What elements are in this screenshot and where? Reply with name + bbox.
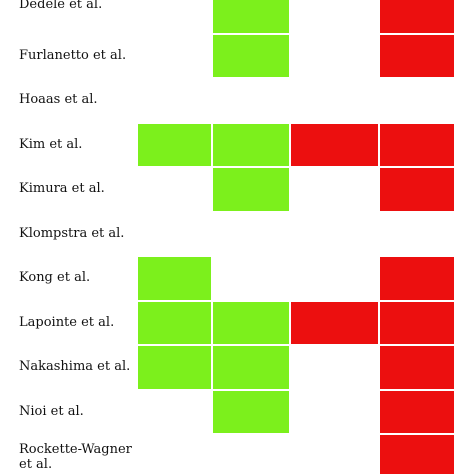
cell-red — [379, 0, 455, 34]
row-label: Furlanetto et al. — [19, 47, 127, 63]
cell-green — [212, 167, 290, 212]
cell-red — [379, 389, 455, 434]
row-label: Klompstra et al. — [19, 225, 125, 241]
cell-green — [212, 0, 290, 34]
cell-green — [137, 256, 212, 301]
row-label: Nakashima et al. — [19, 359, 131, 374]
cell-green — [212, 122, 290, 167]
row-label: Kong et al. — [19, 270, 91, 285]
cell-green — [137, 345, 212, 390]
cell-green — [212, 33, 290, 78]
cell-red — [290, 122, 379, 167]
cell-green — [137, 300, 212, 345]
cell-red — [290, 300, 379, 345]
cell-red — [379, 167, 455, 212]
cell-red — [379, 122, 455, 167]
cell-red — [379, 434, 455, 474]
cell-green — [212, 300, 290, 345]
row-label: Nioi et al. — [19, 403, 84, 419]
row-label: Lapointe et al. — [19, 314, 115, 330]
cell-red — [379, 345, 455, 390]
cell-red — [379, 300, 455, 345]
row-label: Dêdelė et al. — [19, 0, 103, 12]
cell-green — [137, 122, 212, 167]
row-label: Rockette-Wagner et al. — [19, 442, 132, 472]
row-label: Hoaas et al. — [19, 92, 98, 107]
cell-green — [212, 345, 290, 390]
cell-green — [212, 389, 290, 434]
row-label: Kim et al. — [19, 136, 83, 152]
cell-red — [379, 33, 455, 78]
cell-red — [379, 256, 455, 301]
row-label: Kimura et al. — [19, 181, 105, 196]
